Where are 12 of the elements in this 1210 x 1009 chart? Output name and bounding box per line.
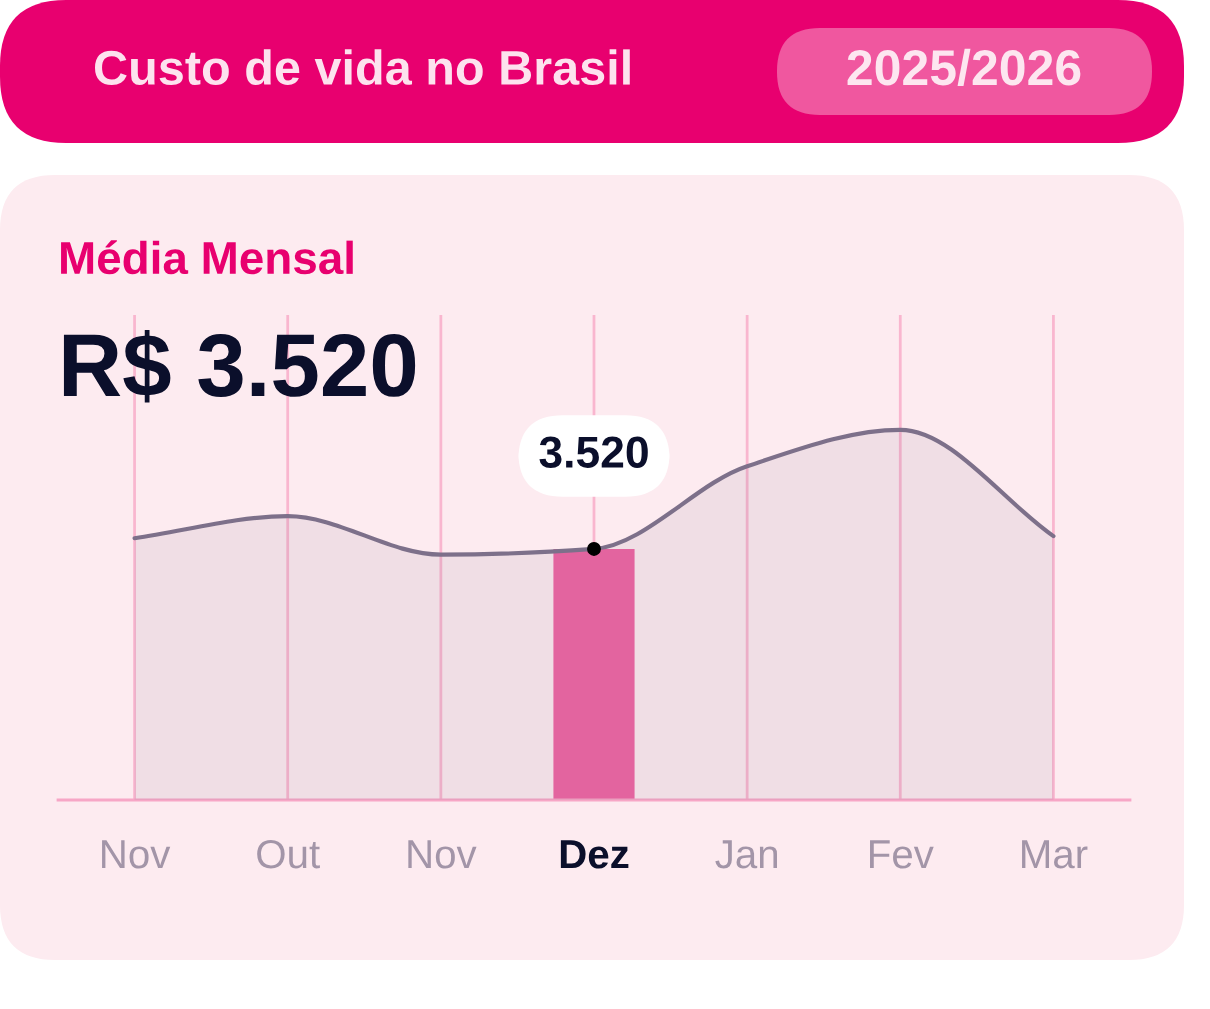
x-tick-label: Jan	[715, 840, 777, 869]
chart-title: Custo de vida no Brasil	[95, 49, 630, 86]
x-tick-label: Nov	[102, 840, 171, 869]
annotation: R$ 3.520	[63, 330, 416, 403]
x-tick-label: Fev	[870, 840, 934, 869]
chart-subtitle: 2025/2026	[847, 48, 1081, 86]
x-tick-label: Out	[257, 839, 320, 869]
x-tick-label: Mar	[1022, 840, 1088, 869]
x-tick-label: Nov	[408, 840, 477, 869]
x-tick-label: Dez	[560, 840, 629, 869]
text: Média Mensal	[61, 240, 353, 275]
data-label: 3.520	[539, 436, 648, 468]
